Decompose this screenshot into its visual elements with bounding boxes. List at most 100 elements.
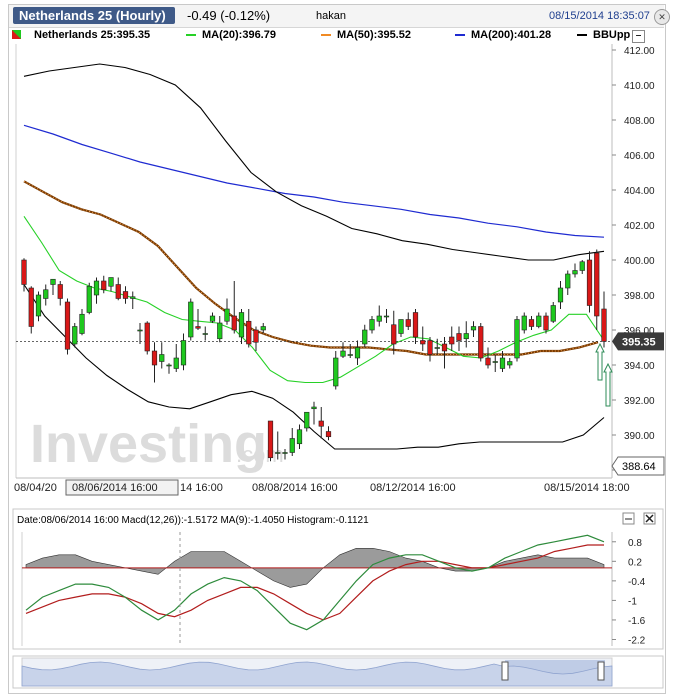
- candle-body: [217, 322, 223, 340]
- price-tick-label: 406.00: [624, 151, 655, 162]
- candle-body: [304, 411, 310, 429]
- price-tick-label: 412.00: [624, 46, 655, 57]
- candle-body: [101, 280, 107, 291]
- navigator[interactable]: [12, 655, 664, 689]
- candle-body: [514, 319, 520, 359]
- time-axis: 08/04/20 08/06/2014 16:00 14 16:00 08/08/20…: [14, 479, 630, 496]
- price-tick-label: 408.00: [624, 116, 655, 127]
- macd-signal-line: [25, 544, 604, 621]
- candles: [21, 249, 607, 462]
- candle-body: [296, 429, 303, 445]
- price-change: -0.49 (-0.12%): [187, 8, 271, 23]
- macd-info: Date:08/06/2014 16:00 Macd(12,26)):-1.51…: [17, 515, 369, 526]
- candle-body: [159, 354, 165, 362]
- candle-body: [485, 357, 491, 366]
- symbol-selector[interactable]: Netherlands 25 (Hourly): [13, 7, 175, 24]
- candle-body: [246, 320, 252, 345]
- candle-body: [586, 259, 593, 306]
- candle-body: [333, 357, 339, 387]
- price-axis: 412.00 410.00 408.00 406.00 404.00 402.00 400.…: [612, 46, 655, 477]
- candle-body: [565, 273, 571, 289]
- navigator-handle-right: [597, 661, 605, 681]
- candle-body: [231, 315, 237, 331]
- candle-body: [50, 278, 56, 285]
- candle-body: [391, 324, 397, 345]
- time-label: 08/06/2014 16:00: [72, 482, 158, 494]
- candle-body: [137, 329, 143, 332]
- candle-body: [572, 270, 578, 275]
- minimize-icon[interactable]: –: [632, 30, 645, 43]
- candle-body: [282, 452, 288, 454]
- candle-body: [130, 296, 136, 299]
- macd-tick-label: -2.2: [628, 635, 646, 646]
- candle-body: [557, 287, 564, 303]
- price-tick-label: 400.00: [624, 256, 655, 267]
- candle-body: [253, 329, 259, 343]
- macd-panel: Date:08/06/2014 16:00 Macd(12,26)):-1.51…: [12, 508, 664, 650]
- legend-ma20: MA(20):396.79: [186, 29, 276, 41]
- legend-price: Netherlands 25:395.35: [34, 29, 151, 41]
- legend: Netherlands 25:395.35 MA(20):396.79 MA(5…: [12, 27, 645, 44]
- time-label: 14 16:00: [180, 482, 223, 494]
- candle-body: [43, 289, 49, 299]
- candle-body: [188, 301, 194, 338]
- candle-body: [173, 357, 179, 369]
- close-icon[interactable]: ✕: [654, 9, 670, 25]
- time-cursor-box: [65, 479, 179, 496]
- candle-body: [420, 340, 426, 345]
- macd-tick-label: 0.2: [628, 557, 642, 568]
- timestamp: 08/15/2014 18:35:07: [549, 10, 650, 22]
- candle-body: [347, 354, 353, 356]
- candle-body: [449, 336, 455, 345]
- macd-tick-label: -1: [628, 596, 637, 607]
- macd-close-glyph: [645, 514, 654, 523]
- macd-tick-label: -0.4: [628, 577, 646, 588]
- candle-body: [311, 406, 317, 410]
- ma50-line: [23, 180, 599, 356]
- up-arrow-icon: [595, 342, 605, 381]
- price-tick-label: 404.00: [624, 186, 655, 197]
- ma50-dots: [23, 180, 599, 355]
- candle-body: [543, 315, 549, 331]
- candle-body: [369, 319, 375, 331]
- candle-body: [289, 438, 295, 453]
- candle-body: [507, 361, 513, 366]
- price-tick-label: 392.00: [624, 396, 655, 407]
- legend-bb: BBUpp: [577, 29, 630, 41]
- low-price-label: 388.64: [622, 461, 656, 473]
- candle-body: [209, 315, 216, 322]
- candle-body: [267, 420, 274, 459]
- candle-body: [427, 340, 433, 355]
- candle-body: [122, 291, 129, 299]
- time-label: 08/15/2014 18:00: [544, 482, 630, 494]
- candle-body: [275, 452, 281, 454]
- price-tick-label: 390.00: [624, 431, 655, 442]
- username: hakan: [316, 10, 346, 22]
- candle-body: [499, 357, 506, 369]
- price-grid: [15, 44, 613, 479]
- price-overlay: 395.35 388.64: [595, 332, 665, 476]
- candle-body: [35, 294, 42, 317]
- low-price-tag: [611, 456, 665, 476]
- candle-body: [79, 313, 85, 334]
- candle-body: [195, 326, 201, 329]
- macd-tick-label: 0.8: [628, 538, 642, 549]
- legend-ma200: MA(200):401.28: [455, 29, 551, 41]
- candle-body: [463, 333, 469, 340]
- candle-body: [93, 280, 100, 296]
- candle-body: [28, 287, 34, 327]
- candle-body: [412, 312, 419, 338]
- candle-body: [224, 308, 230, 322]
- candle-body: [434, 347, 440, 349]
- candle-body: [536, 315, 542, 327]
- candle-body: [456, 333, 462, 341]
- candle-body: [108, 277, 114, 287]
- candle-body: [550, 305, 556, 322]
- candle-body: [492, 361, 498, 363]
- watermark-text: Investing: [30, 414, 267, 474]
- watermark-suffix: .com: [236, 442, 284, 467]
- top-bar: Netherlands 25 (Hourly) -0.49 (-0.12%) h…: [9, 5, 670, 28]
- candle-body: [354, 347, 361, 359]
- candle-body: [405, 319, 411, 327]
